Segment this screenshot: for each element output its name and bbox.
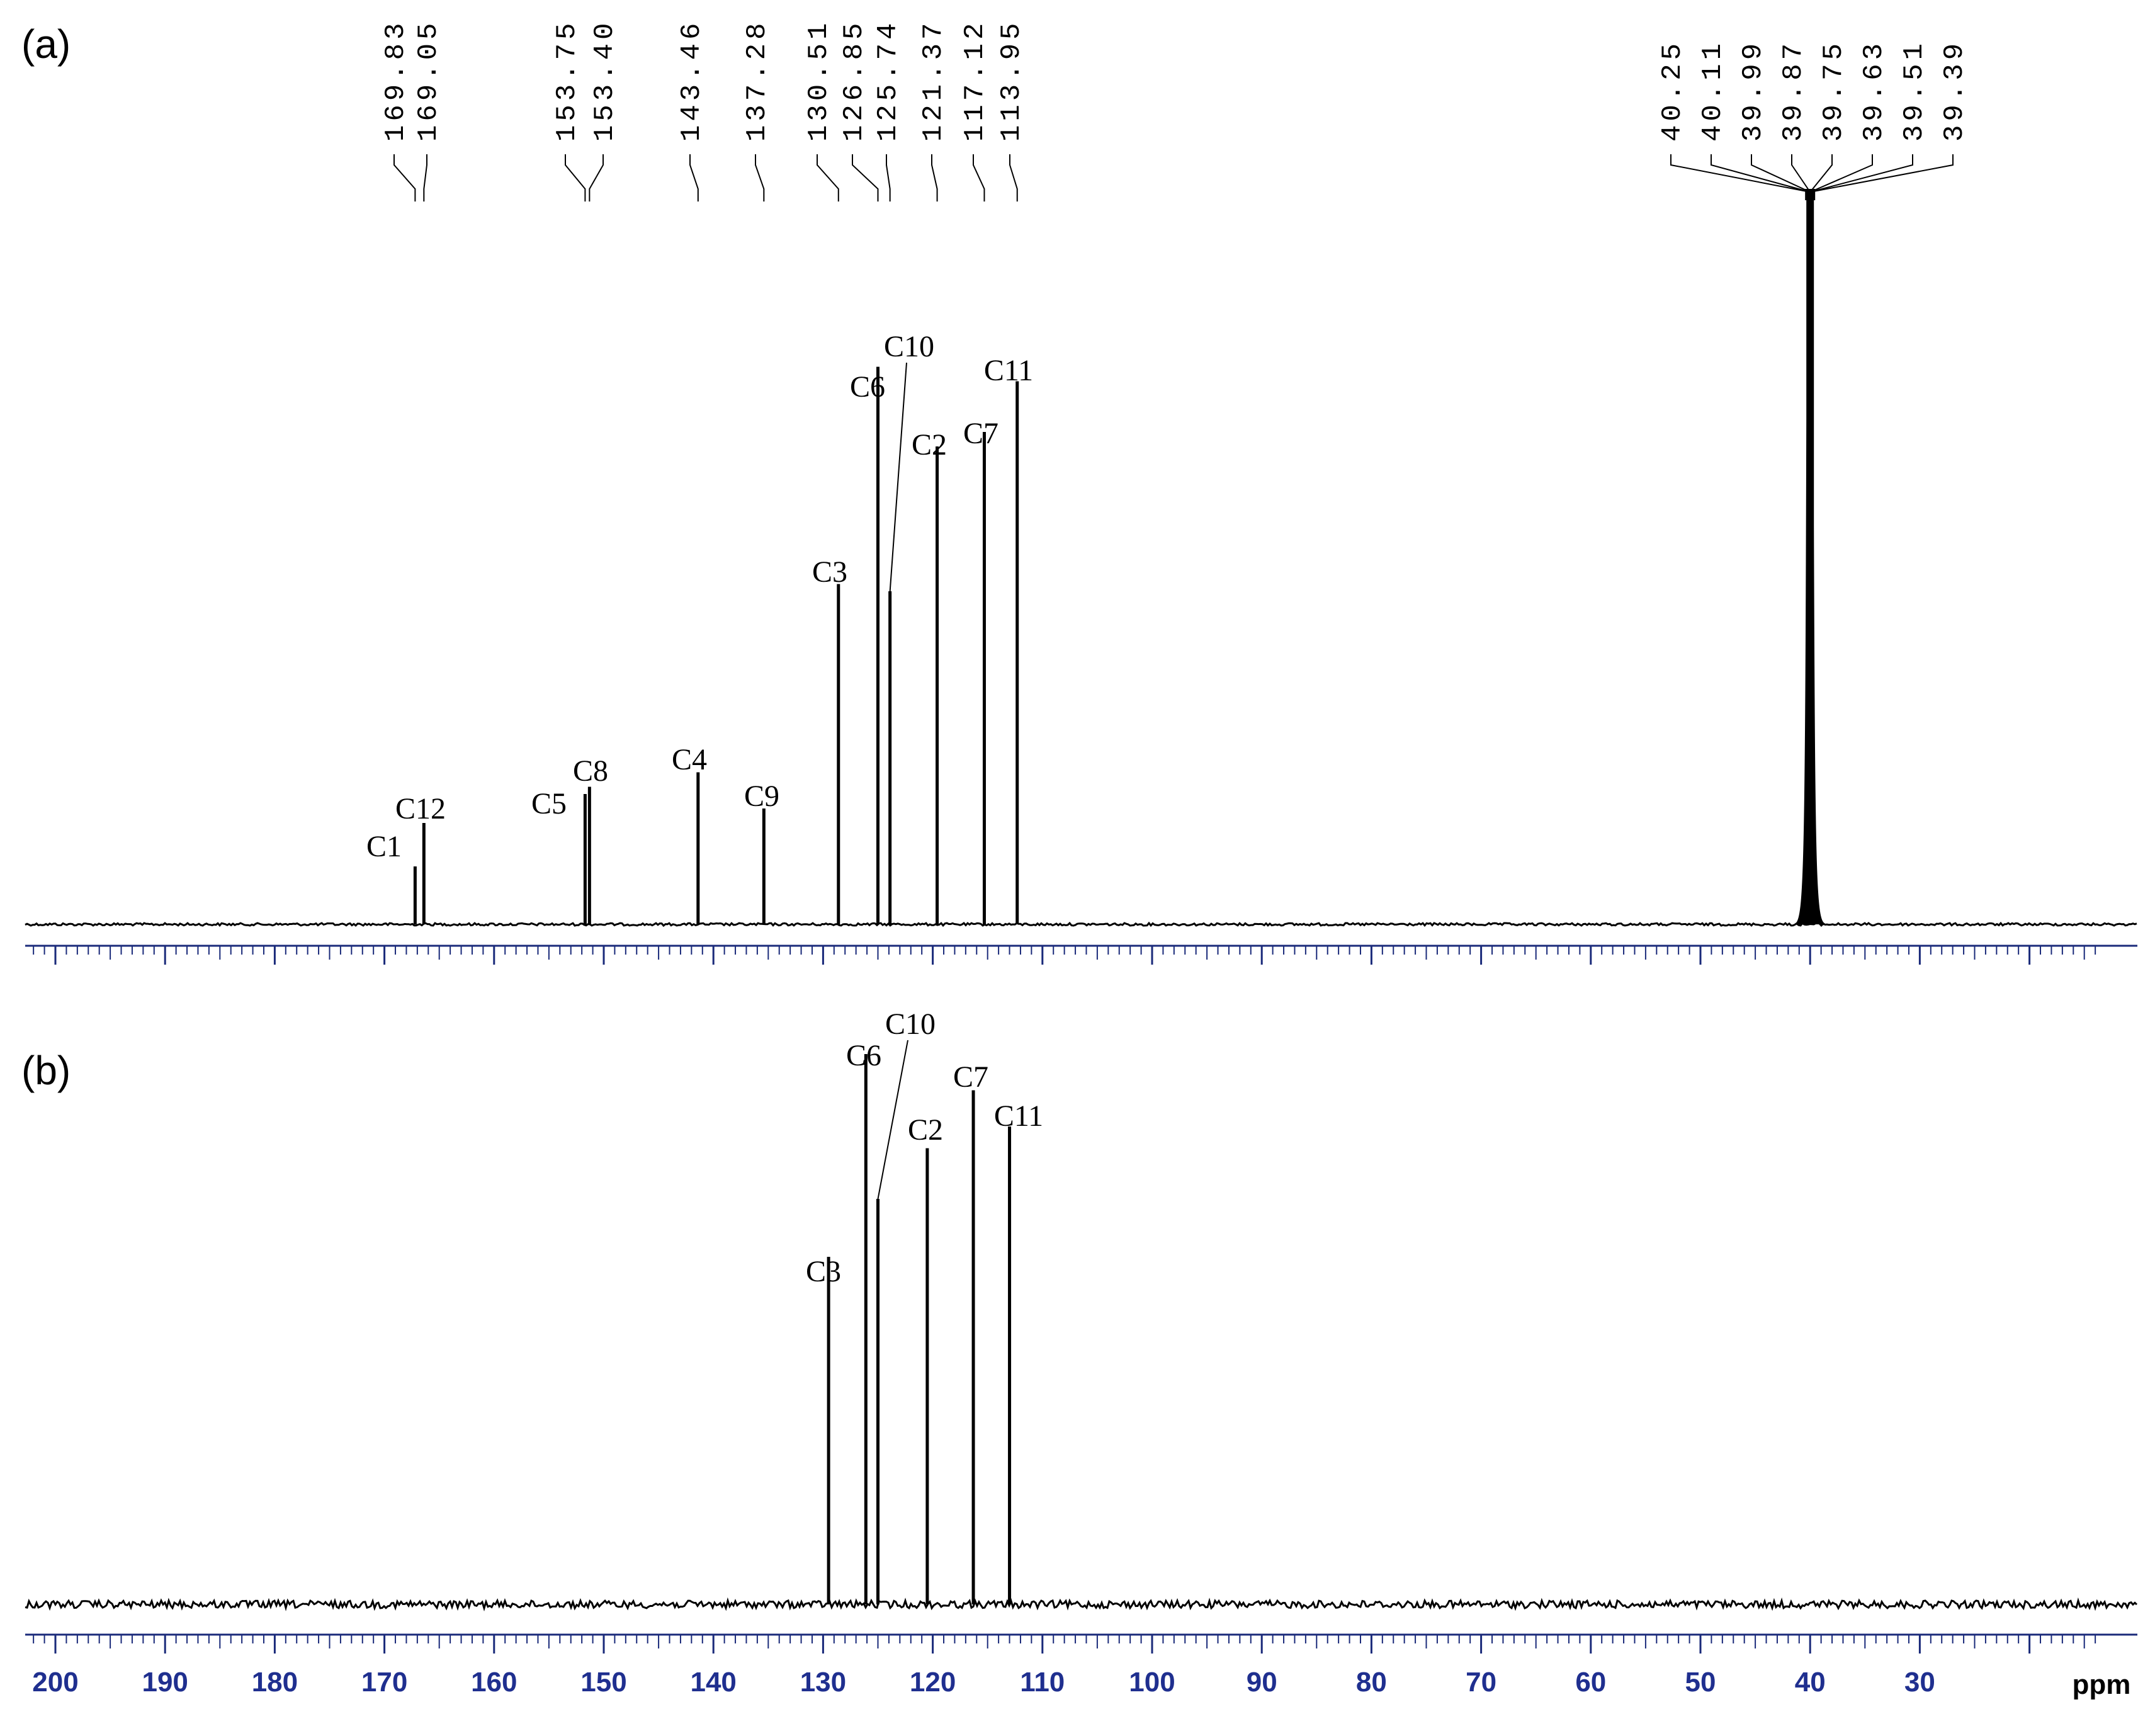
panel-a-solvent-connector [1791,154,1811,193]
panel-a-shift-connector [755,154,765,201]
panel-a-shift-connector [1009,154,1018,201]
panel-b-tick-label: 130 [800,1667,846,1698]
panel-b-peak-label: C3 [806,1255,841,1288]
panel-b-leader [877,1040,908,1200]
panel-a-solvent-connector [1809,154,1833,193]
panel-a-peak-label: C9 [744,780,779,813]
panel-a-shift-connector [589,154,604,201]
panel-a-shift-connector [423,154,427,201]
panel-a-shift-label: 126.85 [839,20,870,142]
panel-a-solvent-shift-label: 39.51 [1899,40,1930,142]
panel-a-peak-label: C10 [884,330,934,363]
panel-a-shift-label: 153.75 [551,20,583,142]
panel-a-shift-connector [817,154,839,201]
panel-b-tick-label: 140 [690,1667,736,1698]
panel-a-x-axis [25,945,2137,965]
panel-a-shift-label: 153.40 [589,20,621,142]
panel-a-solvent-shift-label: 39.75 [1818,40,1850,142]
panel-a-shift-label: 143.46 [676,20,708,142]
panel-b-x-axis: 200 190 180 170 160 150 140 130 120 110 100 90 80 70 6… [25,1633,2137,1698]
panel-a-peak-label: C1 [366,830,402,863]
panel-b-tick-label: 190 [142,1667,188,1698]
panel-a-solvent-shift-label: 39.63 [1858,40,1890,142]
panel-a-solvent-connector [1810,154,1954,193]
panel-a-shift-label: 137.28 [742,20,773,142]
panel-b-tick-label: 40 [1795,1667,1826,1698]
panel-a-peak-label: C6 [850,370,885,404]
panel-a-shift-connector [852,154,879,201]
panel-a-label: (a) [21,21,71,67]
panel-a-baseline [25,921,2137,928]
panel-a-peak-label: C4 [672,743,707,776]
panel-b-peak-label: C7 [953,1060,988,1094]
panel-b-peak-label: C2 [908,1113,943,1147]
panel-a-solvent-shift-label: 40.25 [1657,40,1688,142]
panel-a-shift-label: 169.05 [413,20,444,142]
panel-a-solvent-shift-label: 39.99 [1738,40,1769,142]
panel-b-peak-label: C6 [846,1039,881,1072]
panel-a-peak-label: C7 [963,417,998,450]
panel-b-tick-label: 30 [1904,1667,1935,1698]
panel-a-solvent-shift-label: 39.87 [1778,40,1809,142]
panel-b-tick-label: 160 [471,1667,517,1698]
panel-a-solvent-connector [1809,154,1913,193]
panel-b-tick-label: 60 [1575,1667,1606,1698]
panel-b-peak-label: C10 [885,1007,936,1041]
panel-b-tick-label: 100 [1129,1667,1175,1698]
panel-a-solvent-peak [1795,199,1825,926]
panel-b-tick-label: 70 [1466,1667,1496,1698]
panel-a-spectrum: C1 169.83 C12 169.05 C5 153.75 C8 153.40 C4 143.4… [25,20,2137,928]
panel-b-tick-label: 90 [1247,1667,1277,1698]
panel-a-shift-connector [931,154,938,201]
panel-b-tick-label: 200 [32,1667,78,1698]
x-axis-unit: ppm [2073,1669,2131,1700]
panel-a-peak-label: C2 [912,428,947,462]
panel-a-peak-label: C8 [573,754,608,788]
panel-b-tick-label: 80 [1356,1667,1387,1698]
panel-a-peak-label: C3 [812,555,847,589]
panel-a-shift-connector [565,154,586,201]
panel-a-shift-label: 117.12 [959,20,991,142]
panel-a-shift-label: 130.51 [803,20,835,142]
panel-b-tick-label: 170 [361,1667,407,1698]
panel-b-tick-label: 150 [580,1667,626,1698]
panel-b-baseline [25,1597,2138,1612]
panel-b-tick-label: 50 [1685,1667,1716,1698]
panel-a-peak-label: C11 [984,354,1033,387]
panel-a-shift-label: 121.37 [918,20,949,142]
panel-a-solvent-connector [1670,154,1811,193]
panel-a-shift-label: 113.95 [996,20,1027,142]
panel-b-peak-label: C11 [994,1099,1043,1133]
panel-a-solvent-shift-label: 40.11 [1697,40,1729,142]
panel-a-peak-label: C5 [531,787,567,820]
panel-a-peak-label: C12 [395,792,446,825]
panel-a-shift-label: 125.74 [873,20,904,142]
panel-a-shift-connector [393,154,416,201]
panel-a-shift-connector [689,154,699,201]
panel-a-solvent-connector [1711,154,1811,193]
panel-a-shift-connector [973,154,985,201]
panel-b-label: (b) [21,1048,71,1093]
panel-a-solvent-connector [1809,154,1873,193]
panel-a-shift-connector [886,154,891,201]
panel-b-tick-label: 180 [252,1667,298,1698]
panel-a-shift-label: 169.83 [380,20,412,142]
panel-b-tick-label: 120 [910,1667,956,1698]
panel-b-tick-label: 110 [1020,1667,1065,1698]
panel-a-leader [889,362,907,592]
panel-a-solvent-connector [1751,154,1811,193]
panel-a-solvent-shift-label: 39.39 [1939,40,1971,142]
